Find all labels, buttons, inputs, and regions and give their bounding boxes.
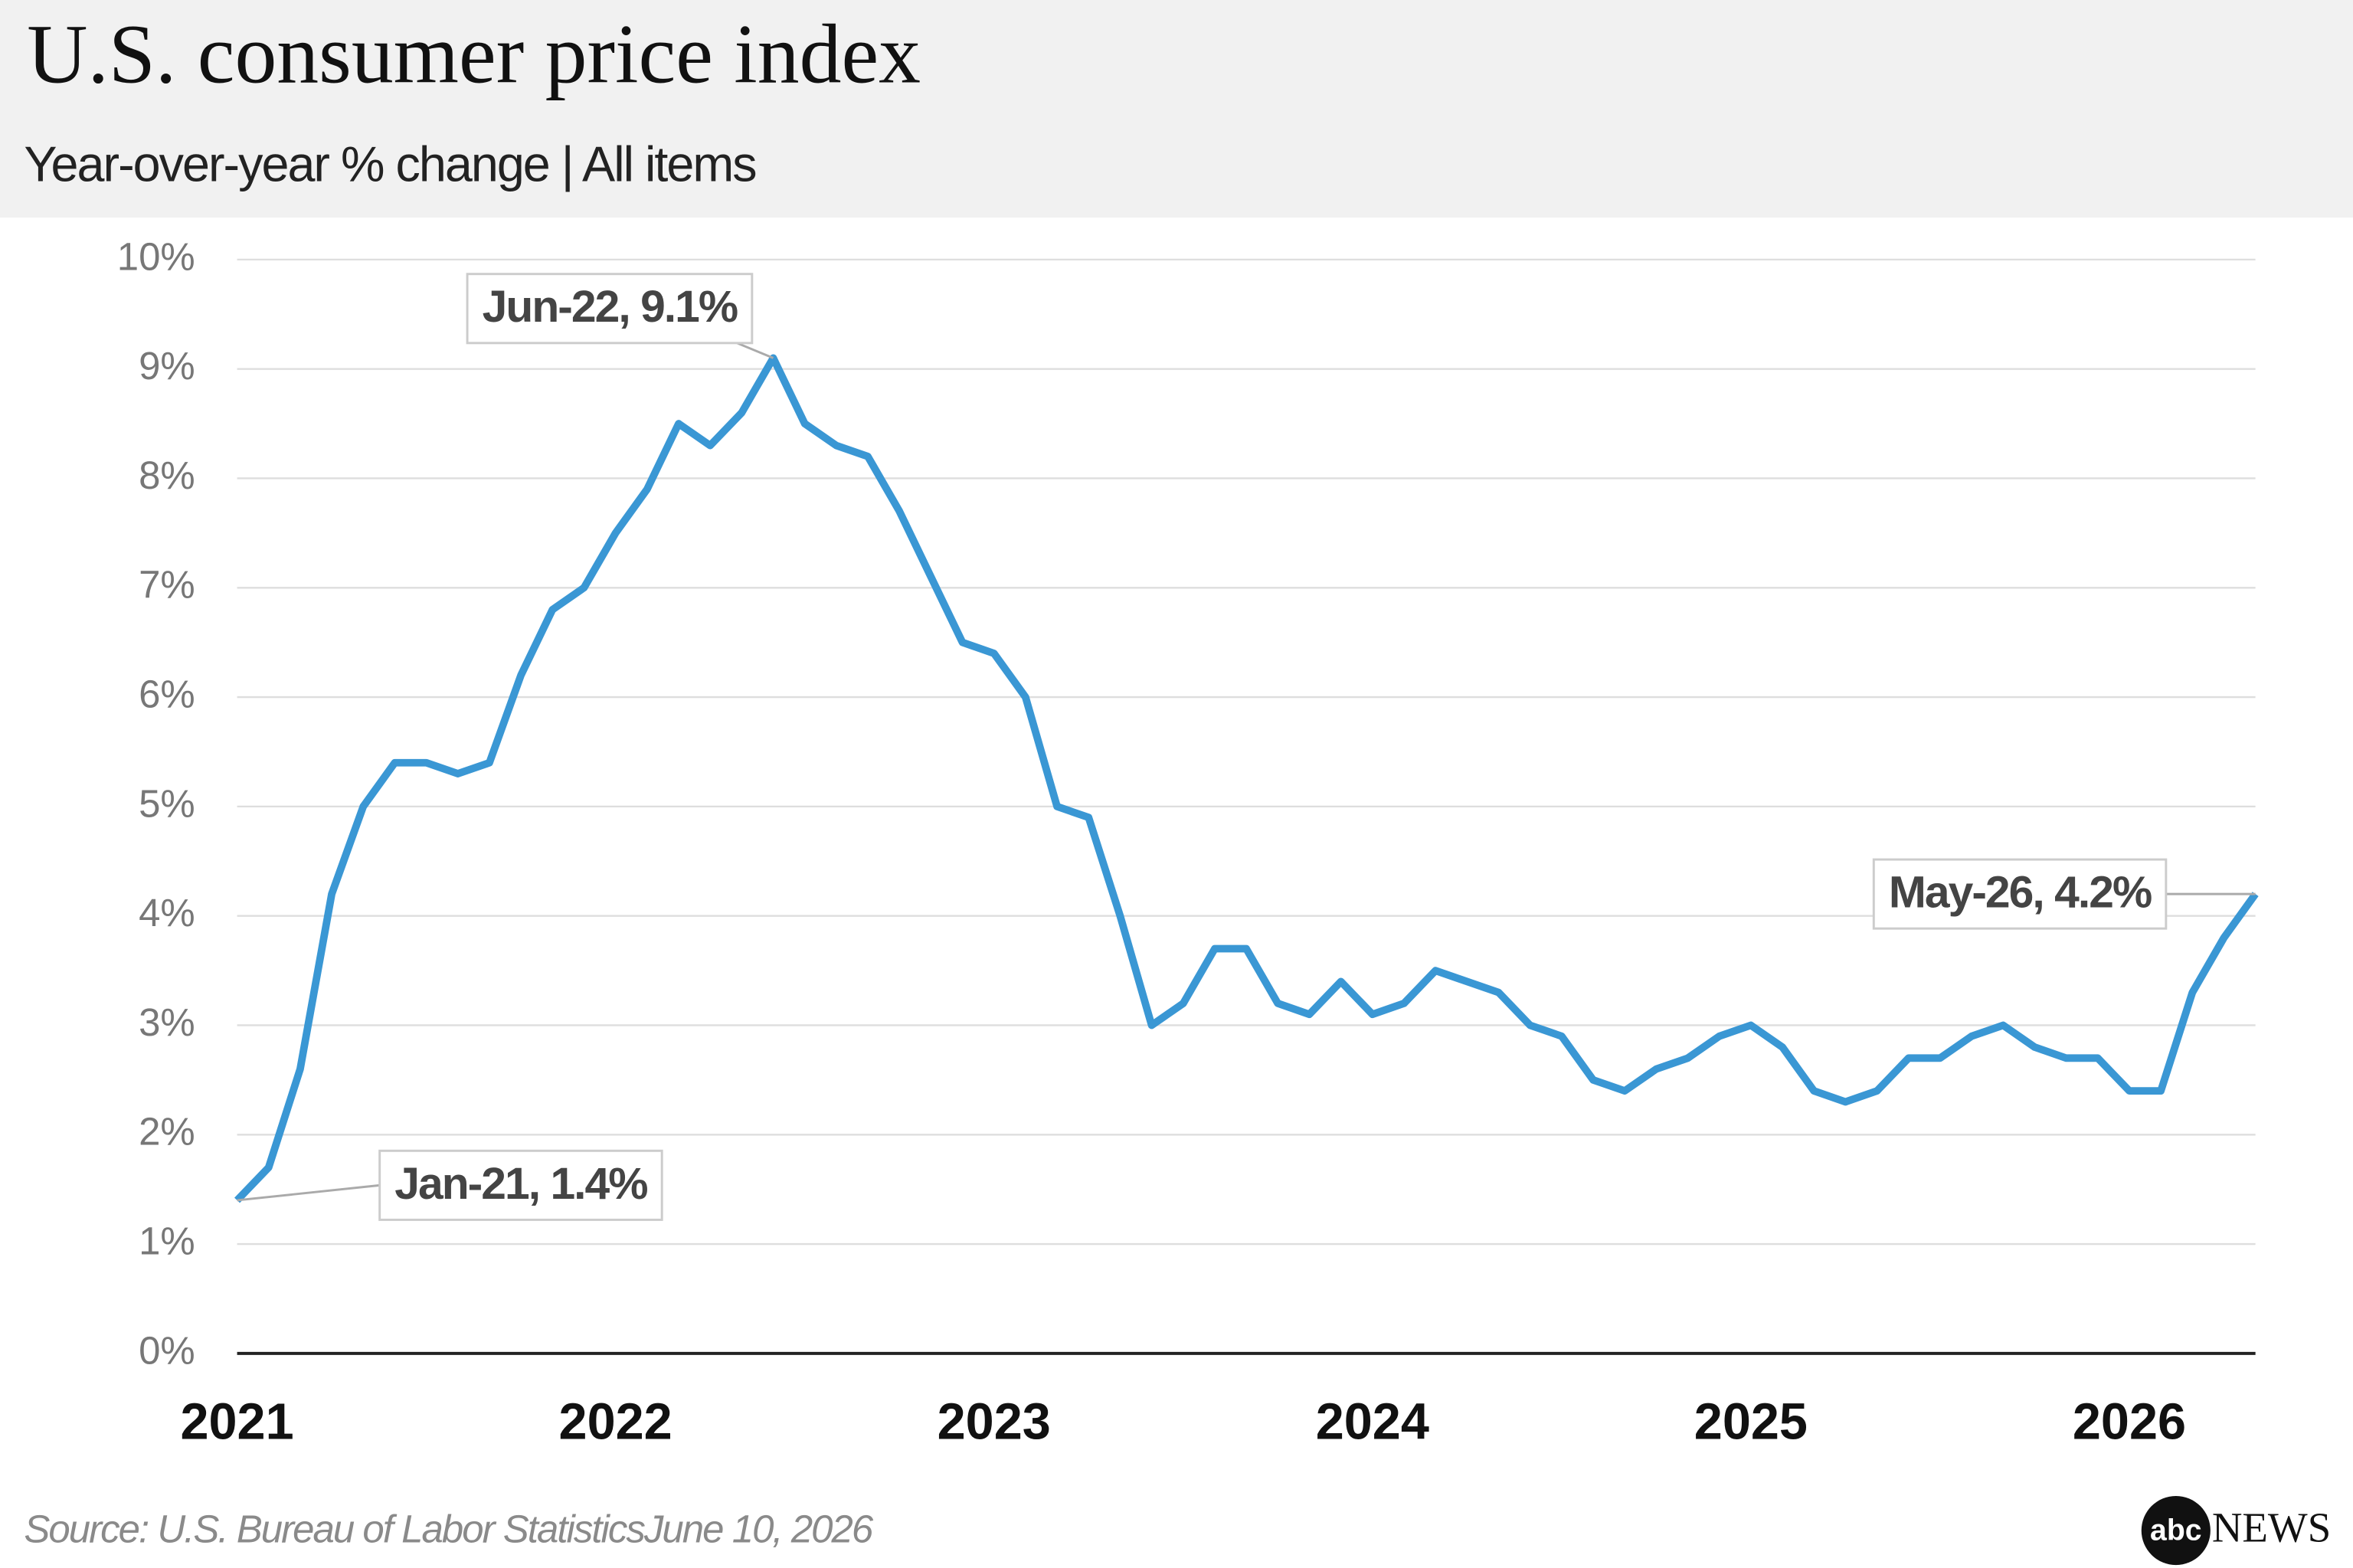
- y-tick-label: 3%: [139, 1000, 195, 1044]
- annotation: Jan-21, 1.4%: [237, 1149, 663, 1221]
- annotation-leader: [736, 342, 774, 359]
- annotation-label: May-26, 4.2%: [1889, 868, 2152, 918]
- x-tick-label: 2023: [938, 1394, 1051, 1451]
- x-tick-label: 2021: [180, 1394, 293, 1451]
- logo-circle: [2141, 1495, 2211, 1566]
- annotation: May-26, 4.2%: [1872, 858, 2256, 930]
- plot: 0% 1% 2% 3% 4% 5% 6% 7% 8% 9% 10% 2021 2022 2023 2024 2…: [117, 234, 2259, 1451]
- y-tick-label: 1%: [139, 1219, 195, 1263]
- annotation-box: [1872, 858, 2168, 930]
- annotation-box: [466, 273, 754, 345]
- x-tick-label: 2022: [559, 1394, 673, 1451]
- source: Source: U.S. Bureau of Labor StatisticsJ…: [24, 1507, 874, 1550]
- y-tick-label: 7%: [139, 563, 195, 607]
- y-tick-label: 6%: [139, 673, 195, 716]
- header-band: [0, 0, 2353, 218]
- annotation-leader: [237, 1183, 380, 1202]
- y-tick-label: 4%: [139, 891, 195, 935]
- annotation: Jun-22, 9.1%: [466, 273, 774, 359]
- line-series: [234, 354, 2259, 1203]
- x-tick-label: 2024: [1316, 1394, 1429, 1451]
- logo-text: NEWS: [2212, 1504, 2331, 1551]
- y-tick-label: 0%: [139, 1328, 195, 1372]
- y-tick-label: 10%: [117, 234, 195, 278]
- x-tick-label: 2025: [1694, 1394, 1808, 1451]
- x-tick-label: 2026: [2073, 1394, 2186, 1451]
- y-tick-label: 9%: [139, 344, 195, 388]
- chart-title: U.S. consumer price index: [27, 7, 921, 100]
- annotation-label: Jun-22, 9.1%: [483, 282, 738, 332]
- annotation-box: [378, 1149, 663, 1221]
- y-tick-label: 8%: [139, 453, 195, 497]
- y-tick-label: 5%: [139, 781, 195, 825]
- logo-mark: abc: [2150, 1514, 2202, 1547]
- annotation-label: Jan-21, 1.4%: [394, 1159, 647, 1209]
- y-tick-label: 2%: [139, 1110, 195, 1154]
- chart-subtitle: Year-over-year % change | All items: [24, 136, 755, 191]
